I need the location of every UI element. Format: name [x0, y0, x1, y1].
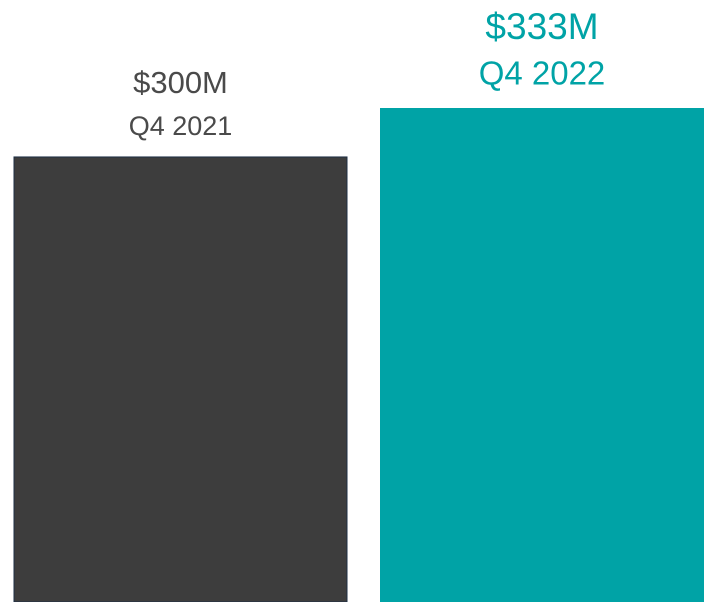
value-label: $300M — [133, 65, 228, 100]
category-label: Q4 2021 — [129, 111, 233, 141]
category-label: Q4 2022 — [479, 55, 606, 92]
bar — [380, 108, 704, 602]
bar — [13, 156, 348, 602]
value-label: $333M — [485, 6, 598, 47]
